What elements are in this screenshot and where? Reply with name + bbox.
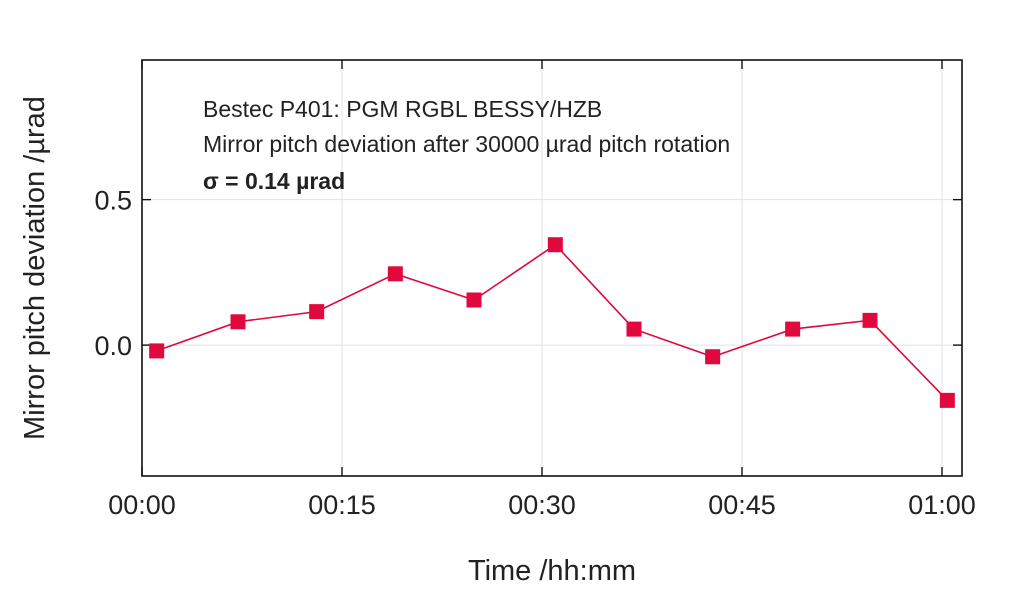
y-tick-label: 0.5 (94, 186, 132, 216)
y-tick-label: 0.0 (94, 331, 132, 361)
data-point-marker (547, 237, 563, 253)
data-point-marker (862, 312, 878, 328)
x-tick-label: 00:15 (308, 490, 376, 520)
x-tick-label: 00:45 (708, 490, 776, 520)
data-point-marker (466, 292, 482, 308)
data-point-marker (149, 343, 165, 359)
x-tick-label: 00:00 (108, 490, 176, 520)
x-tick-label: 00:30 (508, 490, 576, 520)
tick-layer: 00:00 00:15 00:30 00:45 01:00 0.5 0.0 (94, 60, 976, 520)
data-point-marker (309, 304, 325, 320)
annotation-line-2: Mirror pitch deviation after 30000 µrad … (203, 131, 730, 157)
annotation-line-1: Bestec P401: PGM RGBL BESSY/HZB (203, 96, 602, 122)
data-point-marker (785, 321, 801, 337)
data-point-marker (230, 314, 246, 330)
series-line (156, 243, 948, 401)
data-point-marker (939, 392, 955, 408)
grid-layer (141, 60, 962, 476)
x-tick-label: 01:00 (908, 490, 976, 520)
data-point-marker (387, 266, 403, 282)
series-layer (149, 237, 955, 408)
annotation-sigma: σ = 0.14 µrad (203, 168, 345, 194)
x-axis-title: Time /hh:mm (468, 555, 636, 587)
plot-frame (141, 59, 963, 477)
data-point-marker (626, 321, 642, 337)
data-point-marker (705, 349, 721, 365)
y-axis-title: Mirror pitch deviation /µrad (19, 96, 51, 440)
